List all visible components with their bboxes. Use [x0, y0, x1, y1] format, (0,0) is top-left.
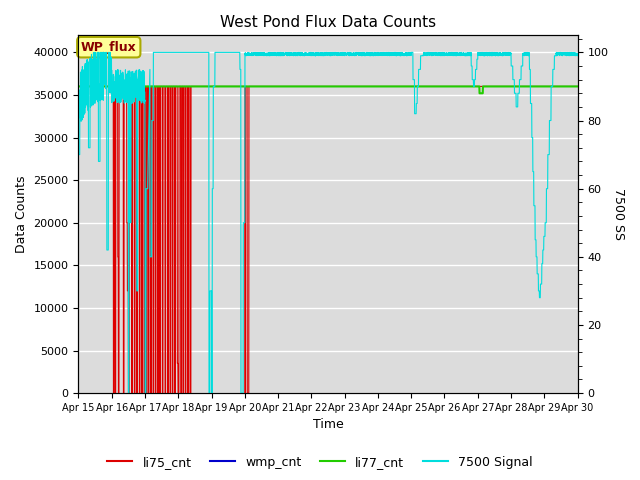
X-axis label: Time: Time — [312, 419, 344, 432]
Text: WP_flux: WP_flux — [81, 41, 137, 54]
Y-axis label: Data Counts: Data Counts — [15, 176, 28, 253]
Legend: li75_cnt, wmp_cnt, li77_cnt, 7500 Signal: li75_cnt, wmp_cnt, li77_cnt, 7500 Signal — [102, 451, 538, 474]
Y-axis label: 7500 SS: 7500 SS — [612, 188, 625, 240]
Title: West Pond Flux Data Counts: West Pond Flux Data Counts — [220, 15, 436, 30]
